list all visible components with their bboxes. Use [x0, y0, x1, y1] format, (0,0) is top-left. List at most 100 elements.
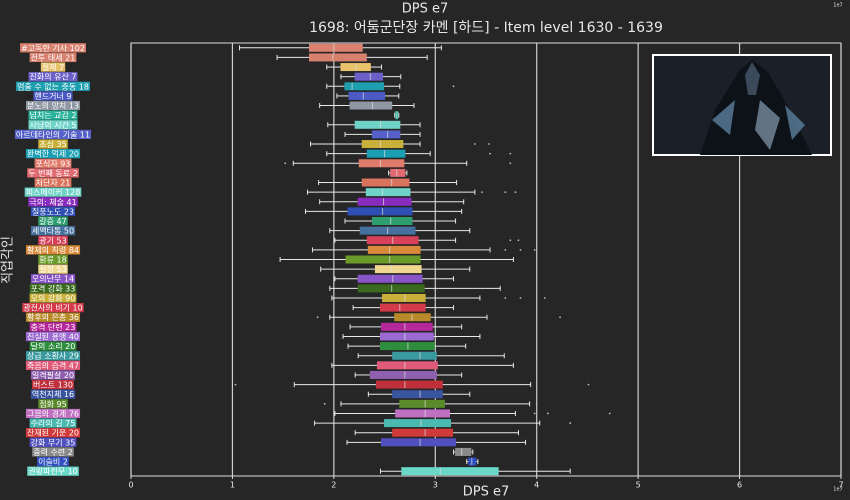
box — [371, 130, 401, 139]
outlier — [535, 402, 538, 405]
box — [357, 284, 425, 293]
x-tick-label: 5 — [636, 481, 641, 490]
box — [340, 63, 371, 72]
y-axis-label: 직업각인 — [1, 236, 16, 284]
y-tick-label: 오의 강화 90 — [31, 293, 76, 303]
y-tick-label: 잔재된 기운 20 — [27, 428, 79, 438]
category-label-bg — [25, 351, 81, 361]
y-tick-label: 절정 53 — [39, 264, 66, 274]
category-label-bg — [30, 226, 76, 236]
plot-marks — [234, 43, 611, 476]
chart-title: 1698: 어둠군단장 카멘 [하드] - Item level 1630 - … — [309, 20, 663, 36]
box — [380, 332, 434, 341]
category-label-bg — [30, 274, 76, 284]
y-tick-label: 버스트 130 — [33, 380, 73, 390]
box — [392, 351, 437, 360]
x-tick-label: 0 — [128, 481, 133, 490]
category-label-bg — [28, 110, 78, 120]
box — [309, 53, 367, 62]
box — [349, 101, 393, 110]
category-label-bg — [38, 139, 68, 149]
x-tick-label: 1 — [230, 481, 235, 490]
category-label-bg — [33, 91, 73, 101]
offset-text: 1e7 — [833, 3, 842, 9]
box — [361, 140, 404, 149]
y-tick-label: 죽음의 습격 47 — [27, 360, 79, 370]
box — [309, 43, 363, 52]
box — [357, 274, 423, 283]
x-tick-label: 4 — [534, 481, 539, 490]
box — [357, 197, 412, 206]
category-label-bg — [25, 312, 81, 322]
y-tick-label: 완벽한 억제 20 — [27, 149, 79, 159]
category-label-bg — [34, 177, 72, 188]
category-label-bg — [29, 283, 77, 293]
outlier — [519, 297, 522, 299]
outlier — [504, 297, 507, 299]
outlier — [504, 191, 507, 194]
category-label-bg — [29, 437, 77, 447]
y-tick-label: 황후의 은총 36 — [27, 312, 79, 322]
box — [366, 149, 406, 158]
y-tick-label: 강화 무기 35 — [31, 437, 76, 447]
outlier — [543, 297, 546, 299]
box — [390, 168, 406, 177]
box — [401, 467, 499, 476]
y-tick-label: 황제의 칙령 84 — [27, 245, 79, 255]
outlier — [323, 402, 326, 405]
y-tick-label: 넘치는 교감 2 — [30, 110, 77, 120]
plot-frame — [130, 42, 842, 477]
y-tick-label: 분노의 망치 13 — [27, 101, 79, 111]
y-tick-label: 진실된 용맹 40 — [27, 331, 79, 341]
category-label-bg — [28, 72, 78, 82]
box — [399, 399, 445, 408]
category-label-bg — [28, 120, 78, 130]
y-tick-label: 절제 7 — [42, 63, 64, 72]
y-tick-label: 진화의 유산 7 — [30, 72, 77, 82]
y-tick-label: 광기 53 — [39, 235, 66, 245]
category-label-bg — [25, 149, 81, 159]
outlier — [546, 412, 549, 415]
offset-text: 1e7 — [833, 487, 842, 493]
box — [381, 322, 433, 331]
y-tick-label: 피스메이커 128 — [26, 187, 81, 197]
y-tick-label: 환류 18 — [39, 255, 66, 265]
category-label-bg — [25, 428, 81, 438]
box — [358, 159, 405, 168]
box — [382, 293, 426, 302]
x-tick-label: 3 — [433, 481, 438, 490]
y-tick-label: 초심 35 — [39, 139, 66, 149]
box — [371, 217, 413, 226]
outlier — [488, 143, 490, 145]
outlier — [489, 152, 491, 155]
box — [384, 419, 452, 428]
category-label-bg — [29, 52, 77, 63]
outlier — [517, 239, 520, 242]
category-label-bg — [22, 303, 84, 313]
y-tick-label: 핸드거너 9 — [34, 91, 71, 101]
box — [348, 91, 386, 100]
box — [374, 265, 422, 274]
y-tick-label: 이슬비 2 — [38, 457, 68, 467]
outlier — [559, 316, 561, 319]
box — [354, 120, 401, 129]
box — [345, 255, 421, 264]
y-tick-label: 아르데타인의 기술 11 — [16, 129, 90, 139]
y-tick-label: 질풍노도 23 — [32, 207, 74, 216]
outlier — [481, 191, 483, 194]
y-tick-label: 광전사의 비기 10 — [23, 303, 82, 313]
category-label-bg — [30, 206, 76, 216]
outlier — [533, 412, 536, 415]
category-label-bg — [38, 235, 68, 245]
x-axis-label: DPS e7 — [463, 485, 510, 500]
category-label-bg — [37, 456, 69, 467]
box — [395, 409, 450, 418]
y-tick-label: 일격필살 20 — [32, 370, 74, 380]
outlier — [284, 162, 287, 165]
category-label-bg — [38, 216, 68, 226]
category-label-bg — [27, 168, 79, 178]
box — [369, 370, 437, 379]
box — [367, 245, 421, 254]
box — [344, 82, 385, 91]
